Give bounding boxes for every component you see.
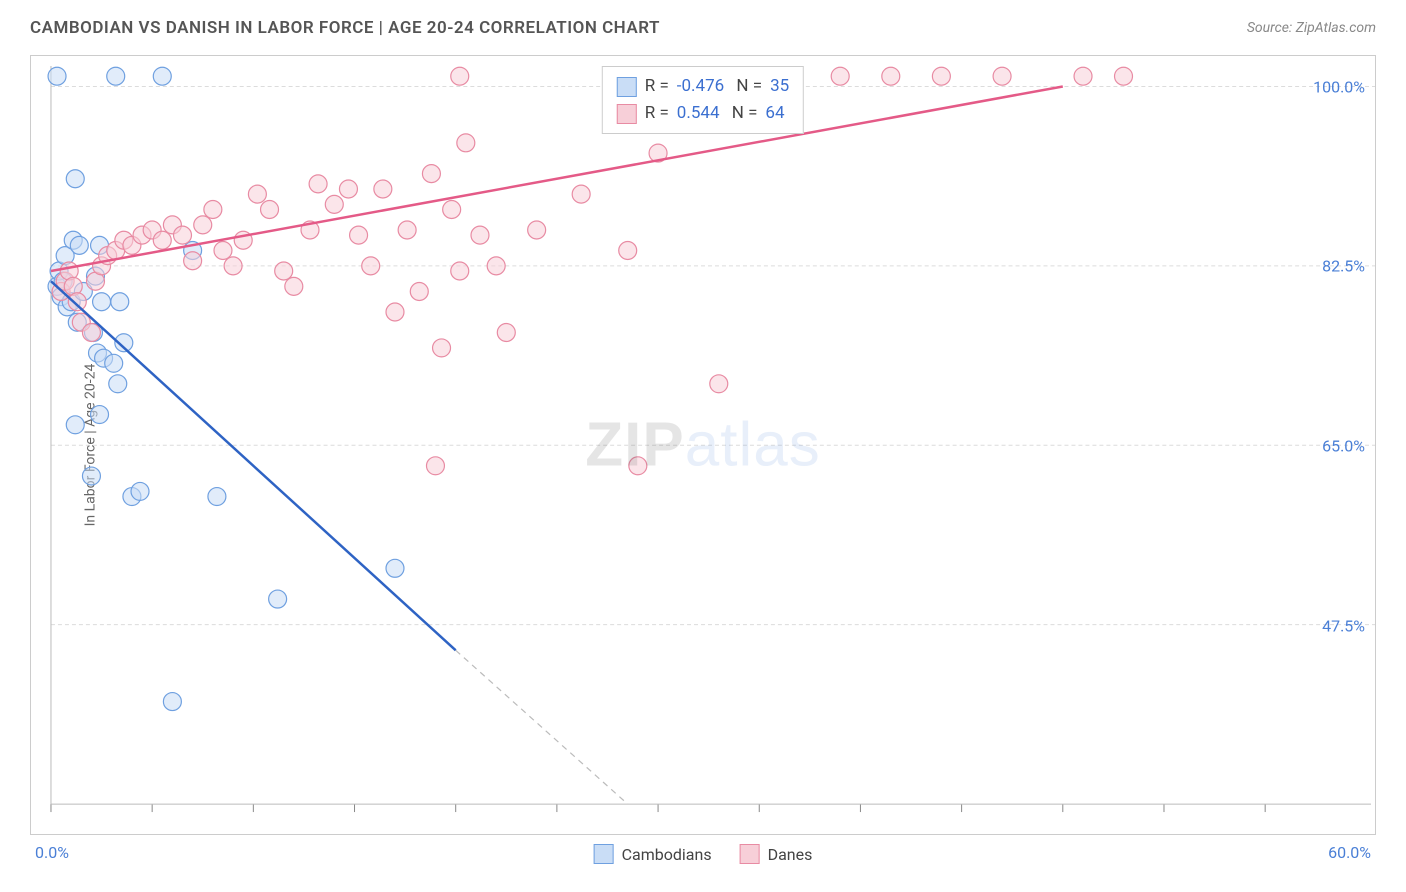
x-axis-start-label: 0.0% (35, 843, 69, 862)
legend-item-danes: Danes (740, 844, 813, 864)
y-tick-label: 47.5% (1322, 617, 1365, 636)
legend-label-danes: Danes (768, 845, 813, 864)
chart-title: CAMBODIAN VS DANISH IN LABOR FORCE | AGE… (30, 18, 660, 38)
chart-header: CAMBODIAN VS DANISH IN LABOR FORCE | AGE… (0, 0, 1406, 50)
series-legend: Cambodians Danes (594, 844, 813, 864)
y-tick-label: 82.5% (1322, 257, 1365, 276)
x-axis-end-label: 60.0% (1328, 843, 1371, 862)
r-value-danes: 0.544 (677, 100, 720, 127)
legend-swatch-cambodians (594, 844, 614, 864)
legend-row-danes: R = 0.544 N = 64 (617, 100, 789, 127)
swatch-danes (617, 104, 637, 124)
chart-container: In Labor Force | Age 20-24 ZIPatlas 47.5… (30, 55, 1376, 835)
y-tick-label: 65.0% (1322, 437, 1365, 456)
y-tick-label: 100.0% (1313, 77, 1365, 96)
legend-label-cambodians: Cambodians (622, 845, 712, 864)
n-value-cambodians: 35 (770, 73, 789, 100)
n-value-danes: 64 (765, 100, 784, 127)
correlation-legend: R = -0.476 N = 35 R = 0.544 N = 64 (602, 66, 804, 134)
legend-swatch-danes (740, 844, 760, 864)
swatch-cambodians (617, 77, 637, 97)
legend-item-cambodians: Cambodians (594, 844, 712, 864)
r-value-cambodians: -0.476 (677, 73, 724, 100)
source-label: Source: ZipAtlas.com (1247, 20, 1376, 36)
legend-row-cambodians: R = -0.476 N = 35 (617, 73, 789, 100)
scatter-chart (31, 56, 1375, 834)
